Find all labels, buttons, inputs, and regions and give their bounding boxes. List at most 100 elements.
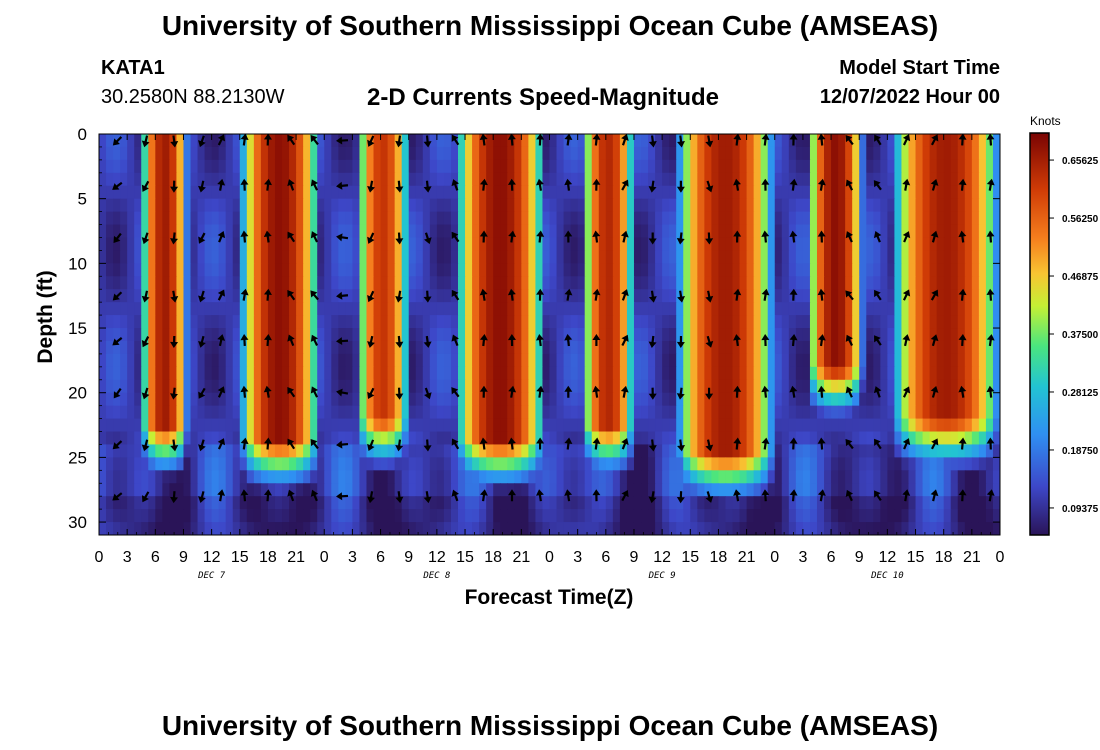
heatmap-cell [232, 159, 241, 174]
heatmap-cell [176, 237, 185, 252]
heatmap-cell [922, 250, 931, 264]
heatmap-cell [450, 405, 459, 420]
heatmap-cell [605, 522, 614, 535]
heatmap-cell [598, 392, 607, 407]
heatmap-cell [246, 509, 255, 523]
heatmap-cell [408, 496, 417, 510]
heatmap-cell [113, 470, 121, 484]
heatmap-cell [345, 353, 354, 368]
current-arrow [170, 439, 179, 452]
heatmap-cell [134, 134, 142, 148]
heatmap-cell [338, 328, 346, 342]
heatmap-cell [127, 134, 135, 148]
heatmap-cell [739, 340, 748, 355]
heatmap-cell [556, 289, 565, 303]
current-vector-field [112, 133, 995, 504]
heatmap-cell [99, 134, 107, 148]
heatmap-cell [162, 483, 170, 497]
heatmap-cell [197, 198, 206, 213]
heatmap-cell [669, 379, 677, 394]
heatmap-cell [457, 159, 466, 174]
heatmap-cell [831, 198, 839, 213]
heatmap-cell [739, 172, 748, 187]
heatmap-cell [781, 250, 790, 264]
heatmap-cell [894, 289, 903, 303]
heatmap-cell [584, 302, 593, 316]
heatmap-cell [648, 431, 656, 446]
heatmap-cell [443, 509, 452, 523]
heatmap-cell [303, 470, 311, 484]
heatmap-cell [901, 328, 910, 342]
heatmap-cell [746, 431, 755, 446]
heatmap-cell [880, 146, 888, 161]
heatmap-cell [317, 159, 325, 174]
heatmap-cell [352, 172, 361, 187]
heatmap-cell [570, 146, 579, 161]
heatmap-cell [880, 457, 888, 471]
heatmap-cell [253, 496, 262, 510]
heatmap-cell [296, 289, 304, 303]
heatmap-cell [246, 457, 255, 471]
current-arrow [592, 437, 601, 450]
heatmap-cell [507, 315, 515, 329]
heatmap-cell [331, 159, 339, 174]
heatmap-cell [873, 418, 881, 433]
heatmap-cell [697, 198, 705, 213]
heatmap-cell [204, 134, 213, 148]
current-arrow [930, 134, 939, 146]
heatmap-cell [683, 340, 691, 355]
heatmap-cell [338, 250, 346, 264]
heatmap-cell [190, 250, 199, 264]
heatmap-cell [964, 302, 973, 316]
heatmap-cell [479, 392, 487, 407]
heatmap-cell [859, 366, 867, 381]
heatmap-cell [950, 250, 959, 264]
heatmap-cell [345, 444, 354, 458]
heatmap-cell [866, 211, 874, 226]
heatmap-cell [134, 379, 142, 394]
heatmap-cell [971, 509, 980, 523]
heatmap-cell [303, 496, 311, 510]
heatmap-cell [260, 457, 269, 471]
heatmap-cell [507, 159, 515, 174]
heatmap-cell [535, 237, 544, 252]
heatmap-cell [436, 289, 445, 303]
heatmap-cell [359, 522, 368, 535]
heatmap-cell [739, 159, 748, 174]
current-arrow [217, 386, 226, 398]
heatmap-cell [873, 328, 881, 342]
heatmap-cell [556, 211, 565, 226]
heatmap-cell [563, 250, 572, 264]
heatmap-cell [514, 405, 522, 420]
current-arrow [395, 491, 404, 504]
heatmap-cell [429, 483, 438, 497]
heatmap-cell [704, 328, 712, 342]
heatmap-cell [260, 418, 269, 433]
heatmap-cell [514, 457, 522, 471]
heatmap-cell [148, 496, 156, 510]
heatmap-cell [373, 418, 382, 433]
x-tick-label: 3 [798, 549, 807, 566]
heatmap-cell [901, 379, 910, 394]
heatmap-cell [324, 134, 332, 148]
heatmap-cell [605, 146, 614, 161]
heatmap-cell [507, 366, 515, 381]
heatmap-cell [936, 392, 945, 407]
heatmap-cell [507, 211, 515, 226]
heatmap-cell [303, 185, 311, 200]
heatmap-cell [120, 211, 128, 226]
heatmap-cell [465, 353, 473, 368]
current-arrow [198, 387, 206, 399]
heatmap-cell [746, 483, 755, 497]
heatmap-cell [211, 470, 220, 484]
heatmap-cell [232, 172, 241, 187]
heatmap-cell [310, 405, 318, 420]
heatmap-cell [957, 366, 966, 381]
heatmap-cell [246, 237, 255, 252]
heatmap-cell [985, 263, 994, 277]
heatmap-cell [359, 483, 368, 497]
y-tick-label: 25 [68, 448, 87, 467]
heatmap-cell [204, 302, 213, 316]
heatmap-cell [443, 172, 452, 187]
heatmap-cell [873, 340, 881, 355]
